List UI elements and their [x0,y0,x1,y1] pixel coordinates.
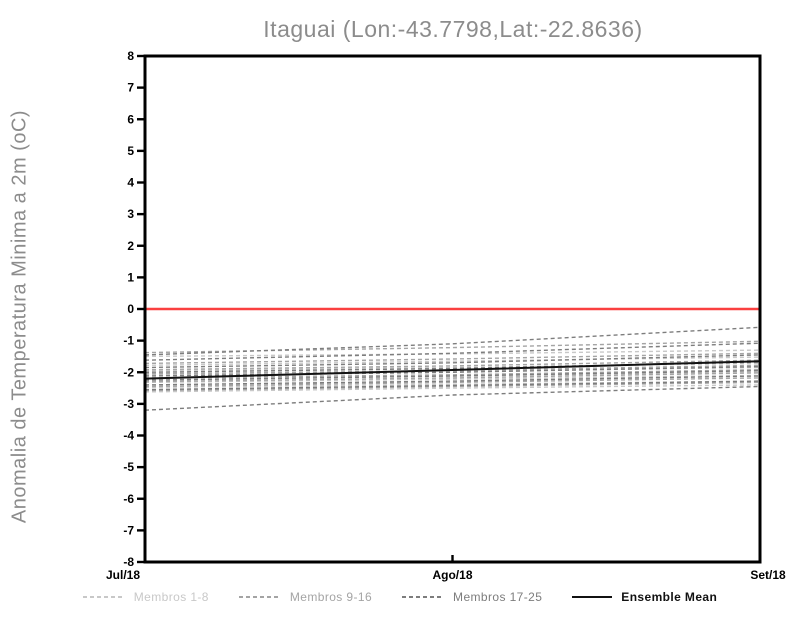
series-line [144,384,761,393]
y-tick-label: -3 [123,397,134,411]
series-line [144,340,761,354]
legend-line-sample-solid [572,596,613,598]
y-tick-label: -8 [123,555,134,569]
series-line [144,356,761,366]
y-tick-label: 6 [127,112,134,126]
x-tick-label: Set/18 [750,568,786,582]
y-tick-label: 7 [127,81,134,95]
y-tick-label: 1 [127,270,134,284]
x-tick-label: Jul/18 [106,568,140,582]
series-line [144,371,761,380]
series-line [144,375,761,386]
y-tick-label: 5 [127,144,134,158]
series-line [144,342,761,361]
y-tick-label: -6 [123,492,134,506]
series-line [144,381,761,392]
legend-item: Membros 17-25 [402,590,542,604]
legend-line-sample-dashed [82,596,125,598]
y-tick-label: -7 [123,523,134,537]
x-tick-label: Ago/18 [432,568,472,582]
legend-label: Ensemble Mean [621,590,718,604]
series-line [144,352,761,365]
series-line [144,369,761,379]
legend-item: Membros 9-16 [238,590,373,604]
y-tick-label: 4 [127,176,134,190]
y-tick-label: 2 [127,239,134,253]
series-line [144,365,761,377]
series-line [144,370,761,381]
y-tick-label: -1 [123,334,134,348]
chart-legend: Membros 1-8 Membros 9-16 Membros 17-25 E… [0,588,800,606]
legend-label: Membros 9-16 [289,590,373,604]
y-tick-label: 0 [127,302,134,316]
series-line [144,349,761,358]
chart-title: Itaguai (Lon:-43.7798,Lat:-22.8636) [263,16,643,42]
y-tick-label: 8 [127,49,134,63]
series-line [144,374,761,384]
y-tick-label: 3 [127,207,134,221]
legend-label: Membros 1-8 [133,590,209,604]
y-tick-label: -4 [123,429,134,443]
legend-item: Membros 1-8 [82,590,209,604]
series-line [144,385,761,411]
series-line [144,377,761,388]
series-line [144,380,761,391]
legend-label: Membros 17-25 [453,590,543,604]
series-line [144,359,761,371]
series-line [144,360,761,380]
legend-item: Ensemble Mean [572,590,717,604]
legend-line-sample-dashed [402,596,445,598]
series-line [144,364,761,375]
series-line [144,326,761,356]
y-tick-label: -5 [123,460,134,474]
series-line [144,354,761,369]
y-tick-label: -2 [123,365,134,379]
legend-line-sample-dashed [238,596,281,598]
series-line [144,372,761,383]
